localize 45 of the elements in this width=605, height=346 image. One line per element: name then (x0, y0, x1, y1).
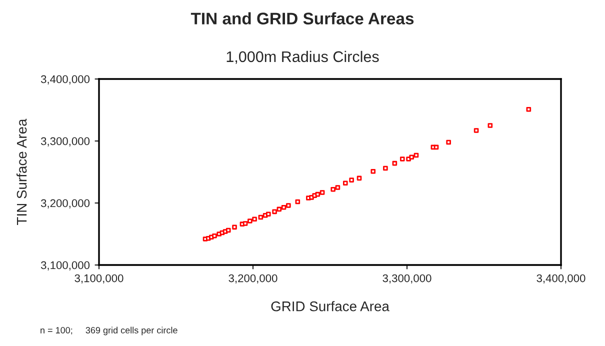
x-axis-title: GRID Surface Area (271, 301, 390, 312)
point (272, 209, 277, 214)
text: n = 100; 369 grid cells per circle (40, 326, 178, 336)
point (252, 216, 257, 222)
chart-subtitle: 1,000m Radius Circles (226, 50, 379, 64)
point (266, 212, 271, 217)
x-tick-label: 3,300,000 (382, 274, 432, 284)
point (335, 185, 340, 190)
point (320, 190, 325, 195)
point (356, 176, 362, 181)
point (281, 204, 286, 210)
point (434, 144, 439, 150)
point (392, 160, 398, 166)
point (330, 186, 336, 192)
point (276, 206, 282, 212)
point (400, 156, 405, 162)
point (295, 199, 300, 204)
point (315, 192, 320, 197)
point (258, 214, 264, 220)
point (414, 152, 419, 158)
point (474, 128, 479, 133)
point (383, 166, 388, 171)
point (343, 180, 348, 186)
y-tick-label: 3,300,000 (40, 137, 90, 146)
x-tick-label: 3,200,000 (228, 274, 278, 284)
point (242, 221, 248, 226)
y-tick-label: 3,100,000 (40, 261, 90, 270)
point (349, 178, 354, 182)
y-tick-label: 3,400,000 (40, 75, 90, 84)
point (370, 168, 376, 174)
chart-title: TIN and GRID Surface Areas (190, 12, 414, 24)
point (409, 154, 414, 160)
point (226, 228, 231, 233)
point (446, 140, 451, 145)
point (212, 233, 217, 238)
point (488, 123, 493, 128)
y-axis-title: TIN Surface Area (16, 118, 27, 225)
point (248, 218, 252, 224)
point (286, 203, 291, 208)
x-tick-label: 3,100,000 (74, 274, 124, 284)
y-tick-label: 3,200,000 (40, 199, 90, 208)
x-tick-label: 3,400,000 (536, 274, 586, 284)
point (232, 224, 237, 230)
point (216, 232, 222, 236)
point (526, 106, 532, 112)
